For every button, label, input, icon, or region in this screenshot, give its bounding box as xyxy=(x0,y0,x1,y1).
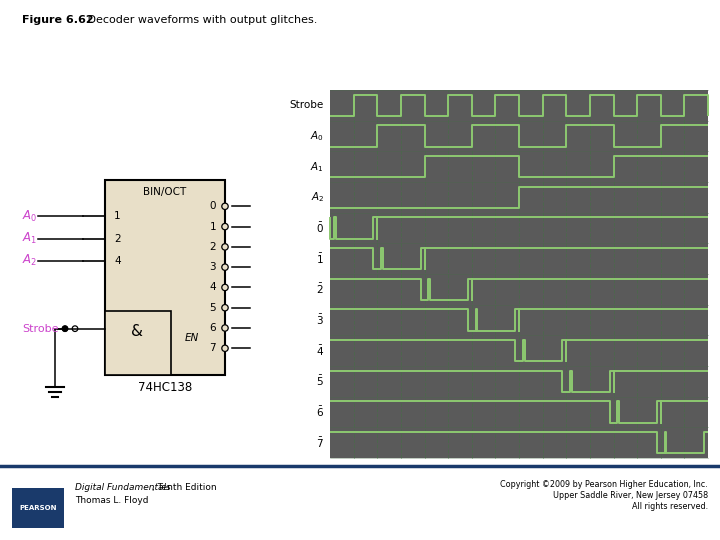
Text: &: & xyxy=(132,324,143,339)
Text: $\bar{2}$: $\bar{2}$ xyxy=(316,282,324,296)
Text: 4: 4 xyxy=(210,282,216,293)
Text: $\bar{3}$: $\bar{3}$ xyxy=(316,313,324,327)
Bar xyxy=(12,488,64,528)
Text: $A_2$: $A_2$ xyxy=(310,191,324,204)
Text: 74HC138: 74HC138 xyxy=(138,381,192,394)
Text: 2: 2 xyxy=(210,242,216,252)
Circle shape xyxy=(222,224,228,230)
Text: Thomas L. Floyd: Thomas L. Floyd xyxy=(75,496,148,505)
Text: Strobe: Strobe xyxy=(289,100,324,110)
Text: $\bar{7}$: $\bar{7}$ xyxy=(316,436,324,450)
Text: $A_1$: $A_1$ xyxy=(22,231,37,246)
Text: EN: EN xyxy=(184,333,199,343)
Text: Upper Saddle River, New Jersey 07458: Upper Saddle River, New Jersey 07458 xyxy=(553,491,708,500)
Text: $\bar{0}$: $\bar{0}$ xyxy=(316,221,324,235)
Circle shape xyxy=(222,203,228,210)
Text: PEARSON: PEARSON xyxy=(19,505,57,511)
Bar xyxy=(105,180,225,375)
Circle shape xyxy=(72,326,78,332)
Text: $\bar{1}$: $\bar{1}$ xyxy=(316,252,324,266)
Text: Figure 6.62: Figure 6.62 xyxy=(22,15,94,25)
Circle shape xyxy=(222,325,228,331)
Circle shape xyxy=(62,326,68,332)
Text: $A_0$: $A_0$ xyxy=(310,129,324,143)
Circle shape xyxy=(62,326,68,332)
Text: 5: 5 xyxy=(210,303,216,313)
Text: Copyright ©2009 by Pearson Higher Education, Inc.: Copyright ©2009 by Pearson Higher Educat… xyxy=(500,480,708,489)
Text: BIN/OCT: BIN/OCT xyxy=(143,187,186,197)
Text: Digital Fundamentals: Digital Fundamentals xyxy=(75,483,171,492)
Circle shape xyxy=(222,345,228,352)
Text: 7: 7 xyxy=(210,343,216,353)
Text: , Tenth Edition: , Tenth Edition xyxy=(152,483,217,492)
Bar xyxy=(105,310,171,375)
Text: $\bar{5}$: $\bar{5}$ xyxy=(316,374,324,388)
Text: $A_0$: $A_0$ xyxy=(22,208,37,224)
Circle shape xyxy=(222,305,228,311)
Circle shape xyxy=(222,284,228,291)
Text: 1: 1 xyxy=(114,211,121,221)
Text: Strobe: Strobe xyxy=(22,323,58,334)
Text: 2: 2 xyxy=(114,233,121,244)
Text: 3: 3 xyxy=(210,262,216,272)
Text: $\bar{4}$: $\bar{4}$ xyxy=(316,343,324,357)
Text: 1: 1 xyxy=(210,221,216,232)
Text: 0: 0 xyxy=(210,201,216,211)
Text: $\bar{6}$: $\bar{6}$ xyxy=(316,405,324,419)
Bar xyxy=(330,90,708,458)
Text: 6: 6 xyxy=(210,323,216,333)
Text: $A_2$: $A_2$ xyxy=(22,253,37,268)
Text: $A_1$: $A_1$ xyxy=(310,160,324,173)
Text: Decoder waveforms with output glitches.: Decoder waveforms with output glitches. xyxy=(77,15,318,25)
Text: All rights reserved.: All rights reserved. xyxy=(632,502,708,511)
Circle shape xyxy=(222,264,228,271)
Text: 4: 4 xyxy=(114,256,121,266)
Circle shape xyxy=(222,244,228,250)
